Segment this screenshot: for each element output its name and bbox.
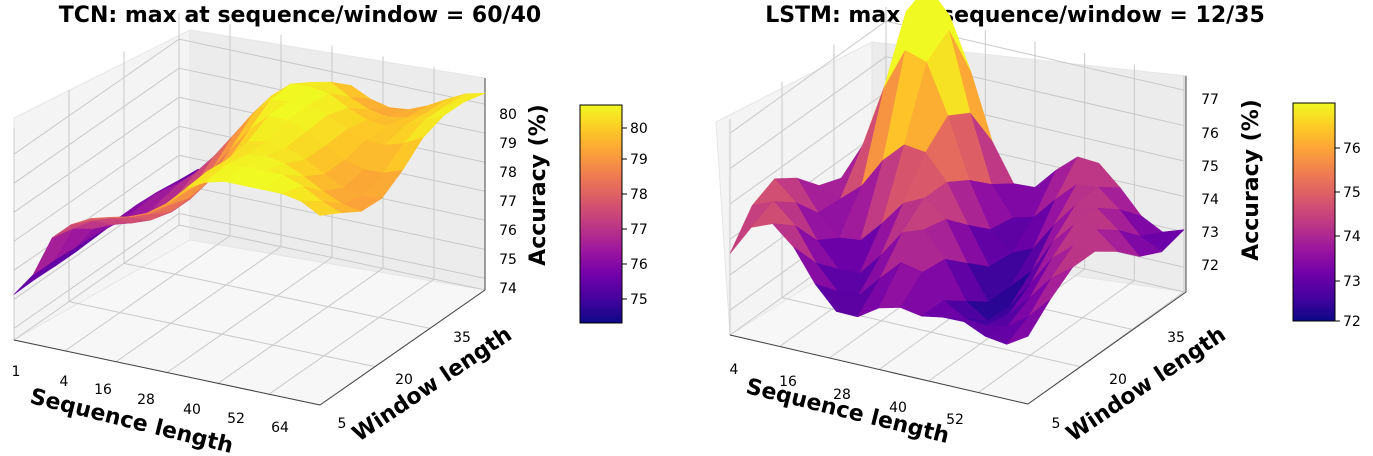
tcn-x-tick: 40	[183, 402, 201, 418]
tcn-colorbar-ticks: 75 76 77 78 79 80	[622, 121, 648, 308]
tcn-x-tick: 52	[227, 411, 245, 427]
lstm-x-axis-label: Sequence length	[743, 374, 951, 449]
tcn-x-tick: 1	[12, 364, 21, 380]
tcn-cb-tick: 76	[630, 257, 648, 273]
figure: TCN: max at sequence/window = 60/40 1 4 …	[0, 0, 1373, 456]
tcn-x-tick: 16	[94, 382, 112, 398]
lstm-z-tick: 73	[1201, 225, 1219, 241]
tcn-z-tick: 75	[499, 252, 517, 268]
tcn-y-tick: 5	[338, 416, 347, 432]
tcn-title: TCN: max at sequence/window = 60/40	[59, 3, 541, 28]
lstm-z-tick: 72	[1201, 258, 1219, 274]
lstm-y-tick: 5	[1052, 416, 1061, 432]
tcn-colorbar	[580, 105, 622, 323]
lstm-z-tick: 76	[1201, 126, 1219, 142]
tcn-cb-tick: 79	[630, 152, 648, 168]
lstm-colorbar-ticks: 72 73 74 75 76	[1335, 141, 1361, 330]
lstm-y-tick: 35	[1167, 330, 1185, 346]
lstm-z-tick: 77	[1201, 92, 1219, 108]
tcn-x-tick: 4	[60, 374, 69, 390]
tcn-z-tick: 80	[499, 107, 517, 123]
lstm-z-tick: 74	[1201, 192, 1219, 208]
lstm-cb-tick: 73	[1343, 274, 1361, 290]
tcn-y-tick: 35	[453, 330, 471, 346]
lstm-cb-tick: 75	[1343, 185, 1361, 201]
tcn-z-tick: 76	[499, 223, 517, 239]
tcn-z-tick: 79	[499, 136, 517, 152]
tcn-cb-tick: 75	[630, 292, 648, 308]
lstm-panel: LSTM: max at sequence/window = 12/35 4 1…	[716, 0, 1361, 449]
lstm-z-ticks: 72 73 74 75 76 77	[1201, 92, 1219, 274]
lstm-colorbar	[1293, 103, 1335, 321]
lstm-cb-tick: 74	[1343, 229, 1361, 245]
lstm-title: LSTM: max at sequence/window = 12/35	[765, 3, 1265, 28]
tcn-z-axis-label: Accuracy (%)	[526, 104, 551, 266]
tcn-z-tick: 77	[499, 194, 517, 210]
tcn-x-tick: 28	[137, 392, 155, 408]
tcn-z-ticks: 74 75 76 77 78 79 80	[499, 107, 517, 297]
lstm-cb-tick: 72	[1343, 314, 1361, 330]
tcn-z-tick: 78	[499, 165, 517, 181]
tcn-x-tick: 64	[271, 420, 289, 436]
tcn-cb-tick: 78	[630, 187, 648, 203]
tcn-panel: TCN: max at sequence/window = 60/40 1 4 …	[12, 3, 648, 456]
tcn-cb-tick: 80	[630, 121, 648, 137]
tcn-cb-tick: 77	[630, 222, 648, 238]
tcn-z-tick: 74	[499, 281, 517, 297]
lstm-x-tick: 4	[730, 362, 739, 378]
lstm-z-tick: 75	[1201, 159, 1219, 175]
lstm-z-axis-label: Accuracy (%)	[1239, 99, 1264, 261]
tcn-x-axis-label: Sequence length	[27, 384, 235, 456]
lstm-cb-tick: 76	[1343, 141, 1361, 157]
